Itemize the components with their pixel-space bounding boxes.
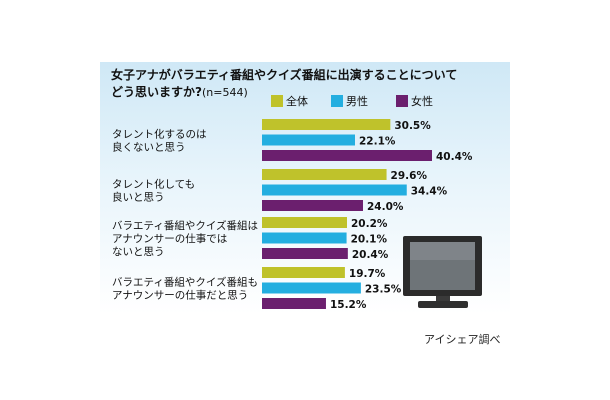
data-label: 20.1% bbox=[351, 234, 388, 246]
legend-item-all: 全体 bbox=[271, 93, 308, 109]
sample-size-note: (n=544) bbox=[201, 86, 248, 99]
bar bbox=[262, 217, 347, 228]
bar bbox=[262, 134, 355, 146]
title-line-2: どう思いますか? bbox=[111, 85, 202, 99]
category-label: タレント化するのは bbox=[112, 128, 207, 141]
data-label: 22.1% bbox=[359, 136, 396, 148]
source-credit: アイシェア調べ bbox=[424, 333, 501, 346]
legend-label-male: 男性 bbox=[346, 95, 368, 108]
category-label: ないと思う bbox=[112, 246, 165, 258]
bar bbox=[262, 298, 326, 309]
bar bbox=[262, 200, 363, 211]
category-label: バラエティ番組やクイズ番組は bbox=[112, 219, 258, 232]
chart-panel: 女子アナがバラエティ番組やクイズ番組に出演することについて どう思いますか?(n=… bbox=[100, 62, 510, 314]
bar bbox=[262, 267, 345, 278]
data-label: 20.2% bbox=[351, 218, 388, 230]
data-label: 40.4% bbox=[436, 151, 473, 163]
chart-title: 女子アナがバラエティ番組やクイズ番組に出演することについて どう思いますか?(n=… bbox=[111, 67, 503, 101]
tv-icon bbox=[403, 236, 482, 308]
legend-item-male: 男性 bbox=[331, 93, 368, 109]
category-label: 良いと思う bbox=[112, 191, 165, 204]
bar bbox=[262, 119, 391, 130]
bar bbox=[262, 232, 347, 244]
legend-label-female: 女性 bbox=[411, 95, 433, 108]
legend-swatch-female bbox=[396, 95, 408, 107]
title-line-1: 女子アナがバラエティ番組やクイズ番組に出演することについて bbox=[111, 68, 458, 82]
bar bbox=[262, 184, 407, 196]
data-label: 34.4% bbox=[411, 186, 448, 198]
bar bbox=[262, 169, 387, 180]
data-label: 30.5% bbox=[394, 120, 431, 132]
data-label: 29.6% bbox=[391, 170, 428, 182]
legend-swatch-all bbox=[271, 95, 283, 107]
category-label: バラエティ番組やクイズ番組も bbox=[112, 276, 258, 289]
category-label: 良くないと思う bbox=[112, 141, 186, 154]
legend-swatch-male bbox=[331, 95, 343, 107]
bar bbox=[262, 282, 361, 294]
category-label: アナウンサーの仕事では bbox=[112, 232, 227, 245]
data-label: 24.0% bbox=[367, 201, 404, 213]
data-label: 15.2% bbox=[330, 299, 367, 311]
bar bbox=[262, 248, 348, 259]
data-label: 23.5% bbox=[365, 284, 402, 296]
category-label: タレント化しても bbox=[112, 178, 195, 191]
data-label: 20.4% bbox=[352, 249, 389, 261]
category-label: アナウンサーの仕事だと思う bbox=[112, 289, 248, 302]
data-label: 19.7% bbox=[349, 268, 386, 280]
bar bbox=[262, 150, 432, 161]
legend-label-all: 全体 bbox=[286, 95, 308, 108]
legend-item-female: 女性 bbox=[396, 93, 433, 109]
